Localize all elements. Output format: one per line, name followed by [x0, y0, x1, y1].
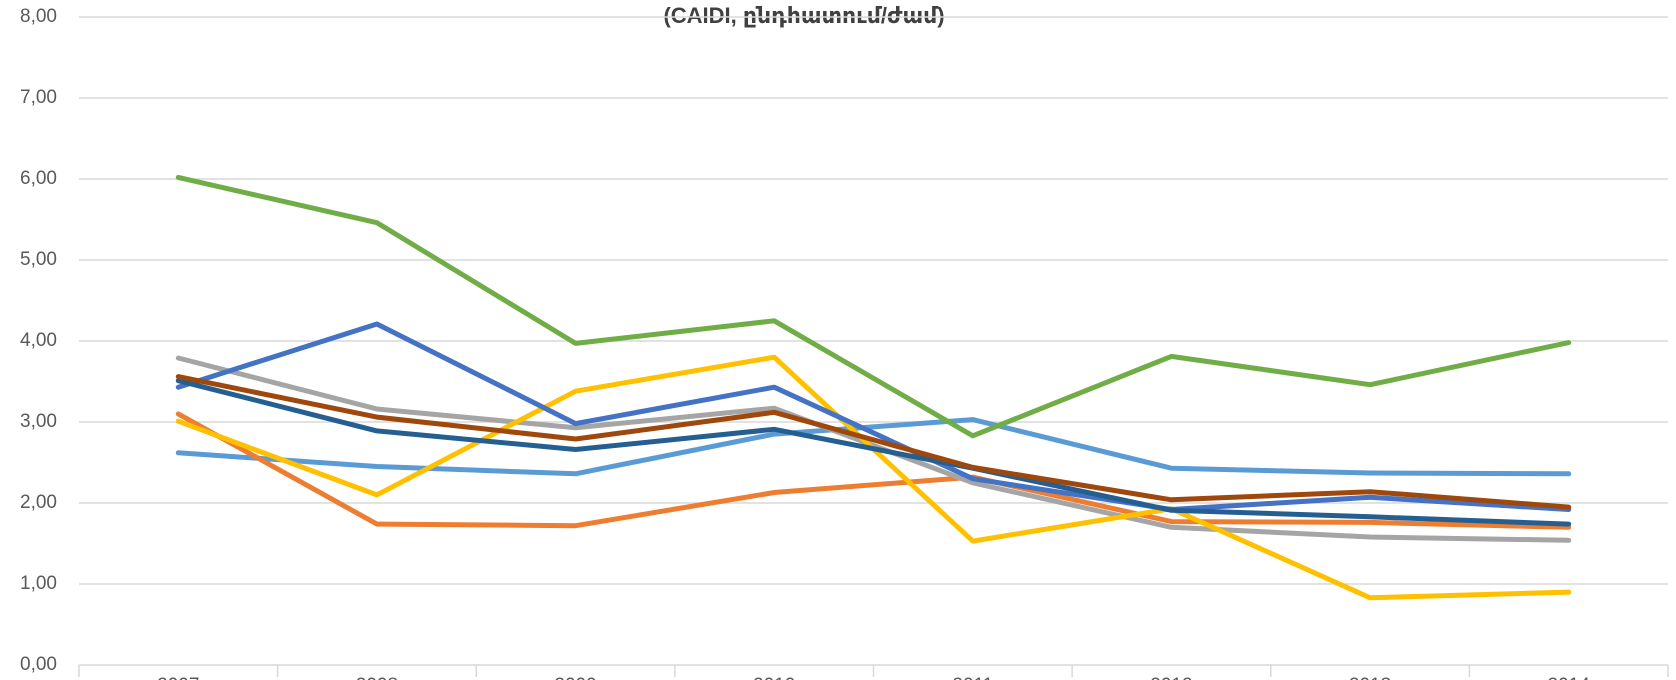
y-tick-label: 0,00 — [20, 654, 57, 675]
y-tick-label: 2,00 — [20, 492, 57, 513]
y-tick-label: 7,00 — [20, 87, 57, 108]
y-tick-label: 6,00 — [20, 168, 57, 189]
y-tick-label: 1,00 — [20, 573, 57, 594]
y-tick-label: 4,00 — [20, 330, 57, 351]
x-tick-label: 2012 — [1150, 675, 1192, 680]
series-line — [175, 411, 1572, 530]
y-tick-label: 3,00 — [20, 411, 57, 432]
x-tick-label: 2007 — [157, 675, 199, 680]
x-tick-label: 2014 — [1548, 675, 1591, 680]
series-line — [175, 174, 1572, 439]
series-line — [175, 355, 1572, 543]
x-tick-label: 2009 — [554, 675, 596, 680]
series-line — [175, 374, 1572, 510]
x-tick-label: 2010 — [753, 675, 795, 680]
chart-title: (CAIDI, ընդհատում/ժամ) — [663, 3, 944, 28]
x-tick-label: 2011 — [952, 675, 993, 680]
series-line — [175, 354, 1572, 601]
y-tick-label: 5,00 — [20, 249, 57, 270]
x-tick-label: 2008 — [356, 675, 398, 680]
x-tick-label: 2013 — [1349, 675, 1391, 680]
series-line — [175, 321, 1572, 512]
series-line — [175, 417, 1572, 477]
y-tick-label: 8,00 — [20, 6, 57, 27]
series-line — [175, 378, 1572, 527]
